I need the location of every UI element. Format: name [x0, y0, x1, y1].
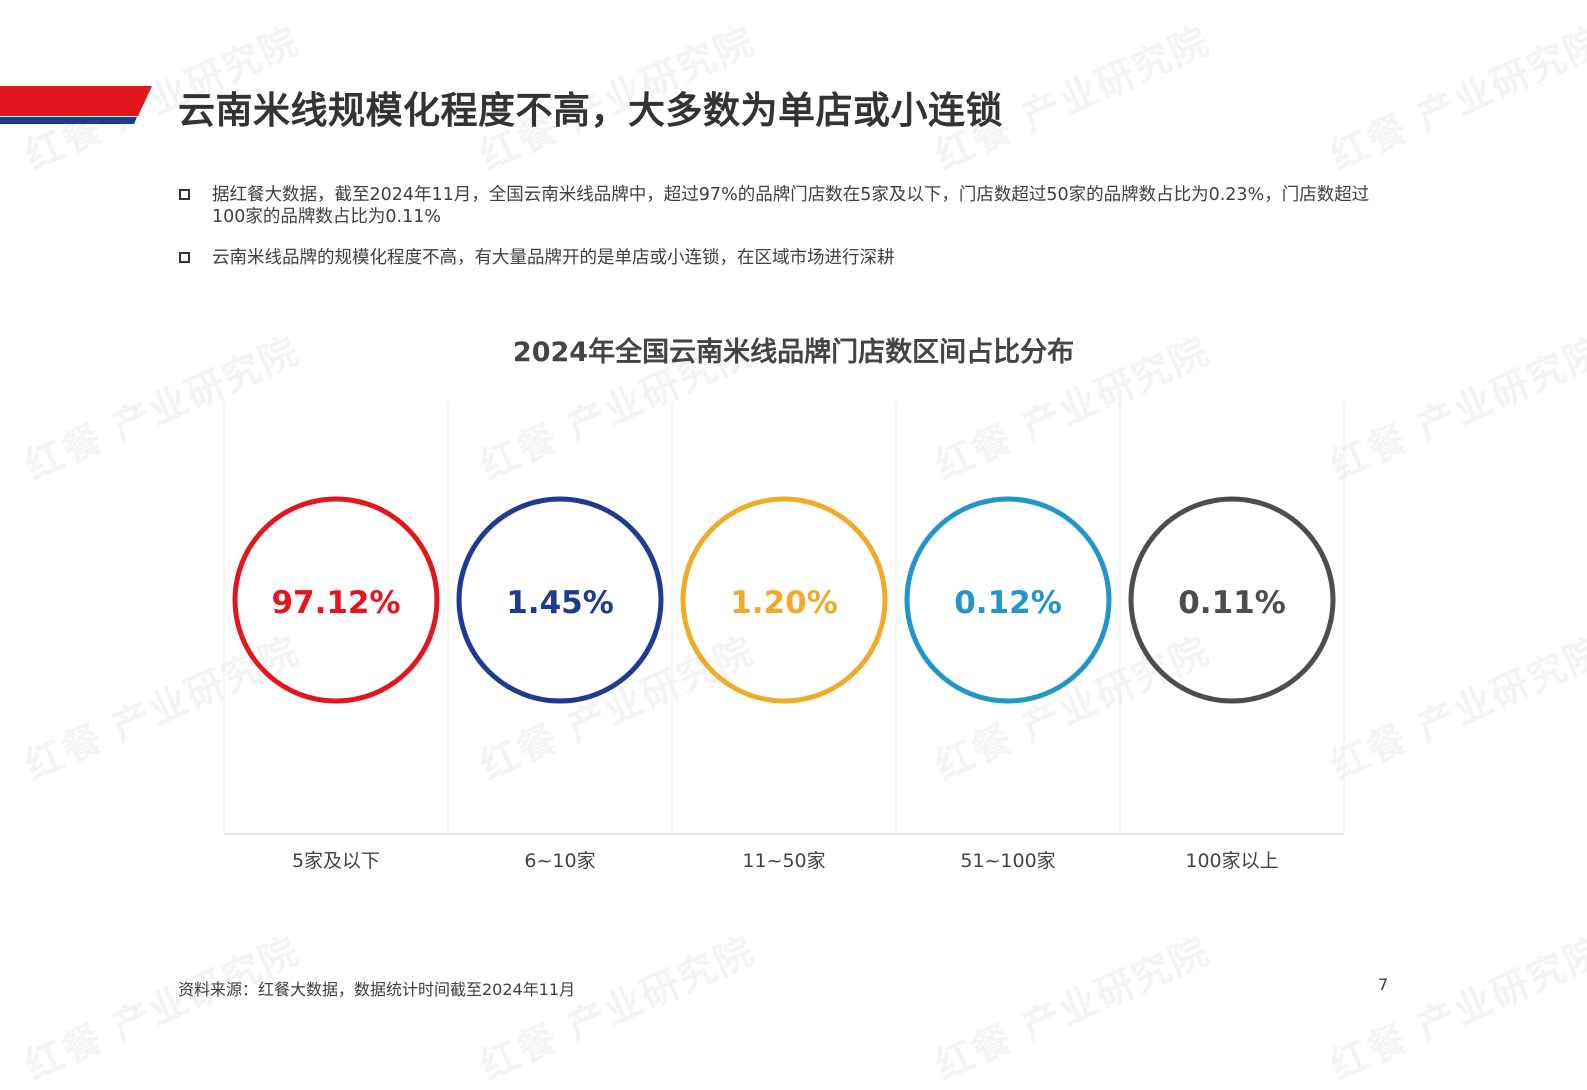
page-number: 7 [1378, 975, 1389, 994]
bubble-mark [456, 496, 664, 704]
bullet-text: 云南米线品牌的规模化程度不高，有大量品牌开的是单店或小连锁，在区域市场进行深耕 [212, 248, 895, 268]
header-accent-bar [0, 86, 152, 124]
bullet-text: 据红餐大数据，截至2024年11月，全国云南米线品牌中，超过97%的品牌门店数在… [212, 185, 1370, 227]
x-tick-label: 51~100家 [960, 850, 1055, 872]
bubble-mark [680, 496, 888, 704]
accent-blue-stripe [0, 117, 137, 124]
x-tick-label: 100家以上 [1185, 850, 1278, 872]
bubble-chart: 97.12% 5家及以下 1.45% 6~10家 1.20% 11~50家 0.12% 51~… [223, 402, 1345, 872]
bubble-mark [904, 496, 1112, 704]
x-tick-label: 5家及以下 [292, 850, 380, 872]
x-tick-label: 6~10家 [524, 850, 595, 872]
data-label: 97.12% [271, 585, 400, 621]
source-footnote: 资料来源：红餐大数据，数据统计时间截至2024年11月 [178, 980, 576, 999]
page-title: 云南米线规模化程度不高，大多数为单店或小连锁 [178, 89, 1003, 132]
bullet-item: 云南米线品牌的规模化程度不高，有大量品牌开的是单店或小连锁，在区域市场进行深耕 [178, 247, 1398, 269]
chart-title: 2024年全国云南米线品牌门店数区间占比分布 [512, 337, 1075, 368]
bubble-mark [232, 496, 440, 704]
square-bullet-icon [179, 252, 190, 263]
data-label: 0.11% [1178, 585, 1286, 621]
data-label: 0.12% [954, 585, 1062, 621]
square-bullet-icon [179, 189, 190, 200]
data-label: 1.20% [730, 585, 838, 621]
bubble-mark [1128, 496, 1336, 704]
bullet-item: 据红餐大数据，截至2024年11月，全国云南米线品牌中，超过97%的品牌门店数在… [178, 184, 1398, 228]
data-label: 1.45% [506, 585, 614, 621]
accent-red-stripe [0, 86, 152, 116]
x-tick-label: 11~50家 [742, 850, 825, 872]
bullet-list: 据红餐大数据，截至2024年11月，全国云南米线品牌中，超过97%的品牌门店数在… [178, 184, 1398, 288]
